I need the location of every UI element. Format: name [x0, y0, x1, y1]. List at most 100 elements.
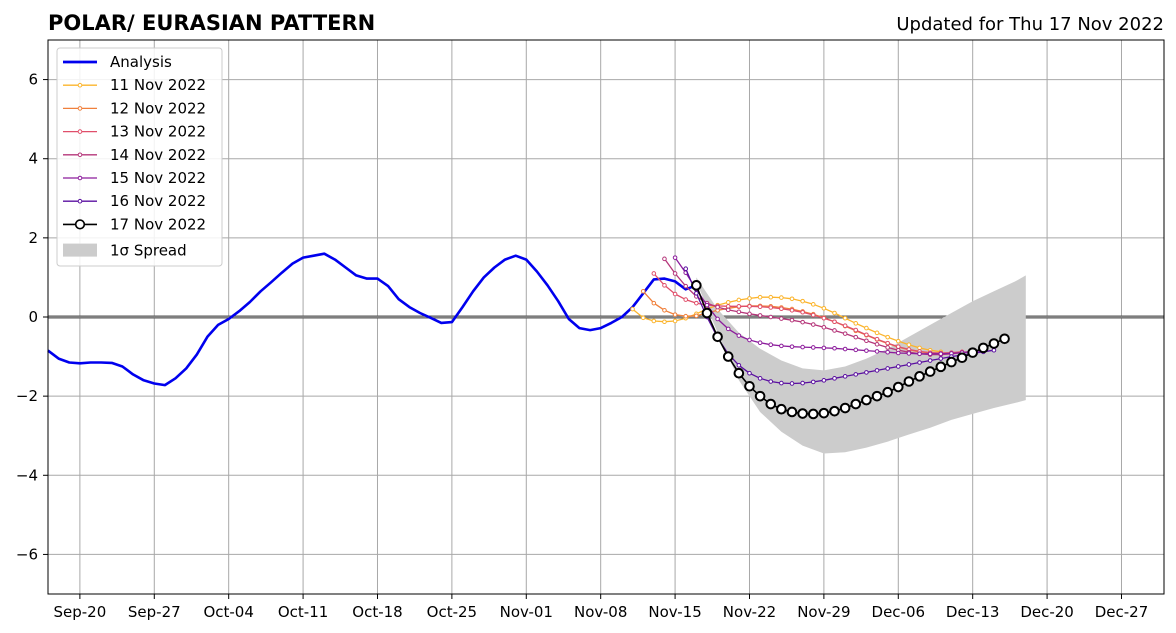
data-point: [842, 374, 848, 379]
data-point: [754, 390, 766, 402]
data-point: [895, 338, 901, 344]
legend-marker: [77, 106, 83, 111]
data-point: [747, 296, 752, 301]
data-point: [850, 398, 862, 410]
data-point: [779, 295, 784, 300]
data-point: [864, 338, 869, 344]
data-point: [786, 406, 798, 418]
data-point: [797, 408, 808, 419]
data-point: [832, 328, 837, 333]
x-tick-label: Oct-25: [427, 603, 477, 621]
data-point: [917, 345, 922, 351]
data-point: [906, 362, 912, 367]
data-point: [683, 266, 689, 272]
data-point: [885, 345, 890, 350]
data-point: [683, 297, 689, 302]
data-point: [885, 334, 890, 340]
data-point: [895, 350, 901, 356]
series-line: [632, 296, 941, 353]
data-point: [821, 315, 827, 321]
data-point: [810, 322, 816, 327]
data-point: [832, 310, 837, 316]
data-point: [839, 402, 851, 414]
data-point: [736, 362, 742, 368]
x-tick-label: Dec-20: [1020, 603, 1074, 621]
data-point: [853, 334, 859, 340]
data-point: [789, 307, 795, 313]
y-tick-label: 6: [28, 71, 38, 89]
data-point: [832, 345, 837, 351]
data-point: [829, 405, 840, 417]
data-point: [736, 333, 742, 338]
data-point: [757, 304, 763, 310]
x-tick-label: Dec-06: [872, 603, 926, 621]
data-point: [821, 345, 827, 351]
legend-item: 17 Nov 2022: [63, 215, 206, 233]
x-axis: Sep-20 Sep-27 Oct-04 Oct-11 Oct-18 Oct-25 Nov-…: [53, 594, 1148, 621]
data-point: [842, 315, 848, 321]
data-point: [924, 366, 936, 377]
data-point: [725, 326, 731, 332]
data-point: [832, 319, 837, 325]
data-point: [864, 370, 869, 375]
data-point: [927, 358, 933, 363]
series-11-nov-2022: [630, 294, 944, 355]
data-point: [874, 349, 880, 354]
data-point: [768, 305, 774, 310]
x-tick-label: Oct-18: [352, 603, 402, 621]
legend-item: 16 Nov 2022: [63, 192, 206, 210]
data-point: [906, 342, 912, 348]
data-point: [861, 394, 872, 406]
legend-marker: [77, 198, 83, 204]
data-point: [842, 346, 848, 352]
legend-item: 11 Nov 2022: [63, 76, 206, 94]
data-point: [691, 280, 702, 291]
x-tick-label: Sep-20: [53, 603, 106, 621]
data-point: [662, 319, 667, 325]
series-17-nov-2022: [691, 280, 1010, 420]
data-point: [672, 271, 678, 276]
legend-label: 14 Nov 2022: [110, 146, 206, 164]
data-point: [946, 356, 957, 368]
legend-item: 15 Nov 2022: [63, 169, 206, 187]
data-point: [882, 386, 893, 398]
data-point: [725, 304, 731, 309]
data-point: [938, 351, 944, 357]
data-point: [800, 309, 805, 315]
data-point: [651, 271, 657, 276]
data-point: [725, 307, 731, 313]
y-tick-label: −4: [16, 466, 38, 484]
data-point: [715, 316, 720, 322]
legend-label: 1σ Spread: [110, 242, 187, 260]
data-point: [864, 332, 869, 338]
data-point: [662, 283, 667, 288]
legend-marker: [77, 129, 83, 134]
x-tick-label: Oct-11: [278, 603, 328, 621]
y-tick-label: 4: [28, 150, 38, 168]
data-point: [640, 315, 646, 321]
legend-marker: [74, 219, 86, 230]
legend-item: Analysis: [63, 53, 172, 71]
data-point: [779, 306, 784, 311]
legend-label: 13 Nov 2022: [110, 123, 206, 141]
data-point: [651, 300, 657, 306]
data-point: [768, 294, 774, 300]
data-point: [672, 291, 678, 297]
legend-marker: [77, 152, 83, 158]
data-point: [800, 319, 805, 325]
data-point: [885, 349, 890, 355]
y-axis: −6 −4 −2 0 2 4 6: [16, 71, 48, 563]
legend-label: 17 Nov 2022: [110, 215, 206, 233]
y-tick-label: 2: [28, 229, 38, 247]
legend-label: 15 Nov 2022: [110, 169, 206, 187]
data-point: [864, 348, 869, 353]
data-point: [892, 381, 904, 393]
data-point: [725, 300, 731, 305]
x-tick-label: Nov-29: [797, 603, 850, 621]
data-point: [704, 302, 710, 308]
legend-swatch: [63, 243, 97, 257]
data-point: [885, 366, 890, 371]
data-point: [956, 352, 968, 364]
data-point: [765, 398, 777, 410]
data-point: [842, 331, 848, 336]
